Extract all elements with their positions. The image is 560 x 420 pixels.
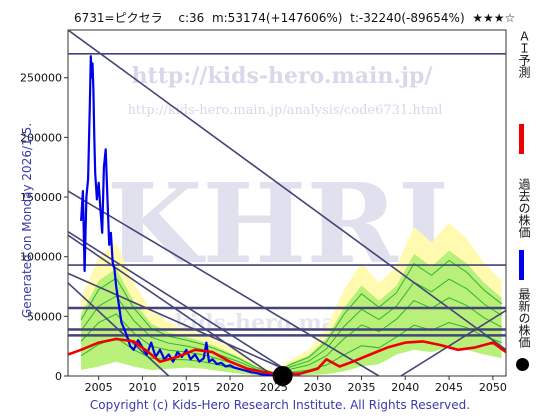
x-tick-label-2030: 2030 [304, 381, 332, 394]
trendline-3 [68, 234, 275, 376]
watermark-url-path: http://kids-hero.main.jp/analysis/code67… [128, 103, 443, 118]
latest-marker [272, 365, 293, 386]
forecast-path-2 [80, 278, 502, 374]
legend-ai-label: ＡＩ予測 [517, 30, 531, 78]
y-tick-label-250000: 250000 [20, 72, 62, 85]
x-tick-label-2040: 2040 [391, 381, 419, 394]
x-tick-label-2035: 2035 [347, 381, 375, 394]
latest-price-dot [272, 365, 293, 386]
generated-note: Generated on Monday 2026/1/5. [20, 122, 34, 318]
horizontal-lines [68, 53, 506, 337]
x-tick-label-2020: 2020 [216, 381, 244, 394]
x-tick-label-2045: 2045 [435, 381, 463, 394]
trendline-0 [68, 30, 506, 351]
y-tick-label-50000: 50000 [27, 310, 62, 323]
x-tick-label-2010: 2010 [128, 381, 156, 394]
legend-past-label: 過去の株価 [517, 178, 531, 238]
trendline-6 [400, 309, 506, 376]
trendline-2 [68, 230, 297, 376]
trendline-4 [68, 272, 301, 376]
y-tick-label-200000: 200000 [20, 131, 62, 144]
x-tick-label-2025: 2025 [260, 381, 288, 394]
y-tick-label-0: 0 [55, 370, 62, 383]
y-tick-label-150000: 150000 [20, 191, 62, 204]
trend-lines [68, 30, 506, 376]
y-axis: 0 50000 100000 150000 200000 250000 [20, 72, 68, 383]
trendline-5 [68, 282, 170, 376]
x-tick-label-2015: 2015 [172, 381, 200, 394]
legend-ai-swatch [519, 124, 524, 154]
x-tick-label-2005: 2005 [85, 381, 113, 394]
trendline-1 [68, 190, 380, 376]
legend-past-swatch [519, 250, 524, 280]
copyright: Copyright (c) Kids-Hero Research Institu… [89, 398, 471, 412]
chart-title: 6731=ピクセラ c:36 m:53174(+147606%) t:-3224… [74, 11, 516, 25]
x-axis: 2005 2010 2015 2020 2025 2030 2035 2040 2045 2050 [85, 376, 507, 394]
legend-latest-dot [516, 358, 529, 371]
legend-latest-label: 最新の株価 [517, 288, 531, 348]
series-line-0 [80, 55, 283, 376]
y-tick-label-100000: 100000 [20, 251, 62, 264]
x-tick-label-2050: 2050 [479, 381, 507, 394]
watermark-url-main: http://kids-hero.main.jp/ [132, 63, 434, 89]
